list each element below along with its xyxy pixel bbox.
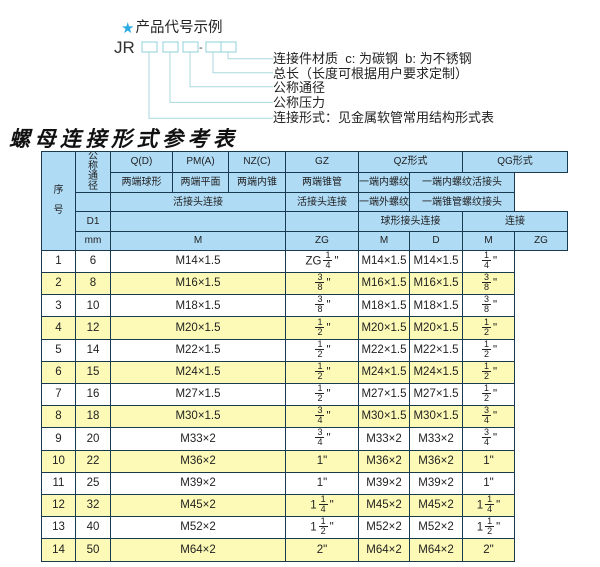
svg-text:-: - <box>199 42 203 54</box>
